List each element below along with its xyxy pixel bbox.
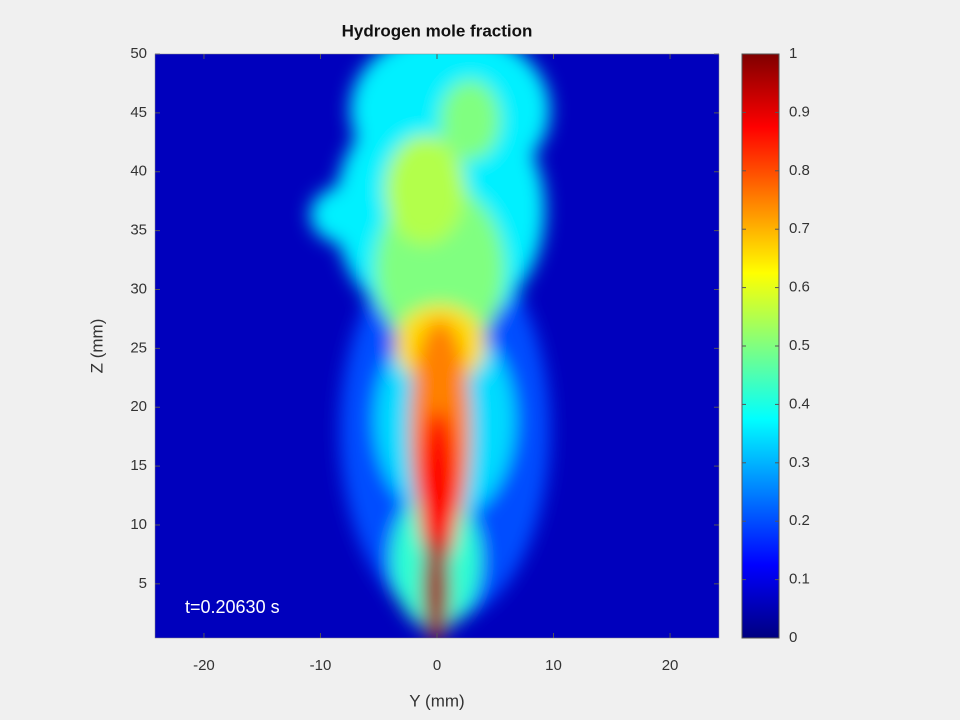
y-tick-label: 35	[130, 222, 147, 239]
plume-region	[423, 535, 449, 638]
plume	[310, 54, 550, 638]
plume-region	[310, 185, 390, 245]
colorbar-tick-label: 0.9	[789, 103, 810, 120]
field	[155, 54, 719, 638]
axes-box	[154, 53, 720, 639]
colorbar-tick-label: 0	[789, 629, 797, 646]
y-tick-label: 25	[130, 339, 147, 356]
annotation: t=0.20630 s	[185, 597, 280, 617]
colorbar-box	[741, 53, 780, 639]
colorbar	[742, 54, 779, 638]
colorbar-tick-label: 0.7	[789, 220, 810, 237]
colorbar-tick-label: 0.6	[789, 279, 810, 296]
y-tick-label: 5	[139, 575, 147, 592]
plume-region	[418, 410, 458, 570]
colorbar-tick-label: 0.1	[789, 571, 810, 588]
plume-region	[385, 135, 465, 245]
y-axis-label: Z (mm)	[87, 319, 106, 374]
colorbar-tick-label: 0.3	[789, 454, 810, 471]
chart-title: Hydrogen mole fraction	[342, 21, 533, 40]
y-tick-label: 20	[130, 398, 147, 415]
x-tick-label: -10	[310, 657, 332, 674]
plume-region	[440, 80, 500, 160]
x-tick-label: 20	[662, 657, 679, 674]
colorbar-tick-label: 0.4	[789, 395, 810, 412]
y-tick-label: 40	[130, 163, 147, 180]
x-tick-label: 0	[433, 657, 441, 674]
y-tick-label: 15	[130, 457, 147, 474]
colorbar-tick-label: 0.8	[789, 162, 810, 179]
colorbar-tick-label: 1	[789, 45, 797, 62]
y-tick-label: 45	[130, 104, 147, 121]
x-axis-label: Y (mm)	[409, 691, 464, 710]
y-tick-label: 10	[130, 516, 147, 533]
y-tick-label: 30	[130, 280, 147, 297]
x-tick-label: -20	[193, 657, 215, 674]
colorbar-tick-label: 0.2	[789, 512, 810, 529]
y-tick-label: 50	[130, 45, 147, 62]
x-tick-label: 10	[545, 657, 562, 674]
colorbar-tick-label: 0.5	[789, 337, 810, 354]
